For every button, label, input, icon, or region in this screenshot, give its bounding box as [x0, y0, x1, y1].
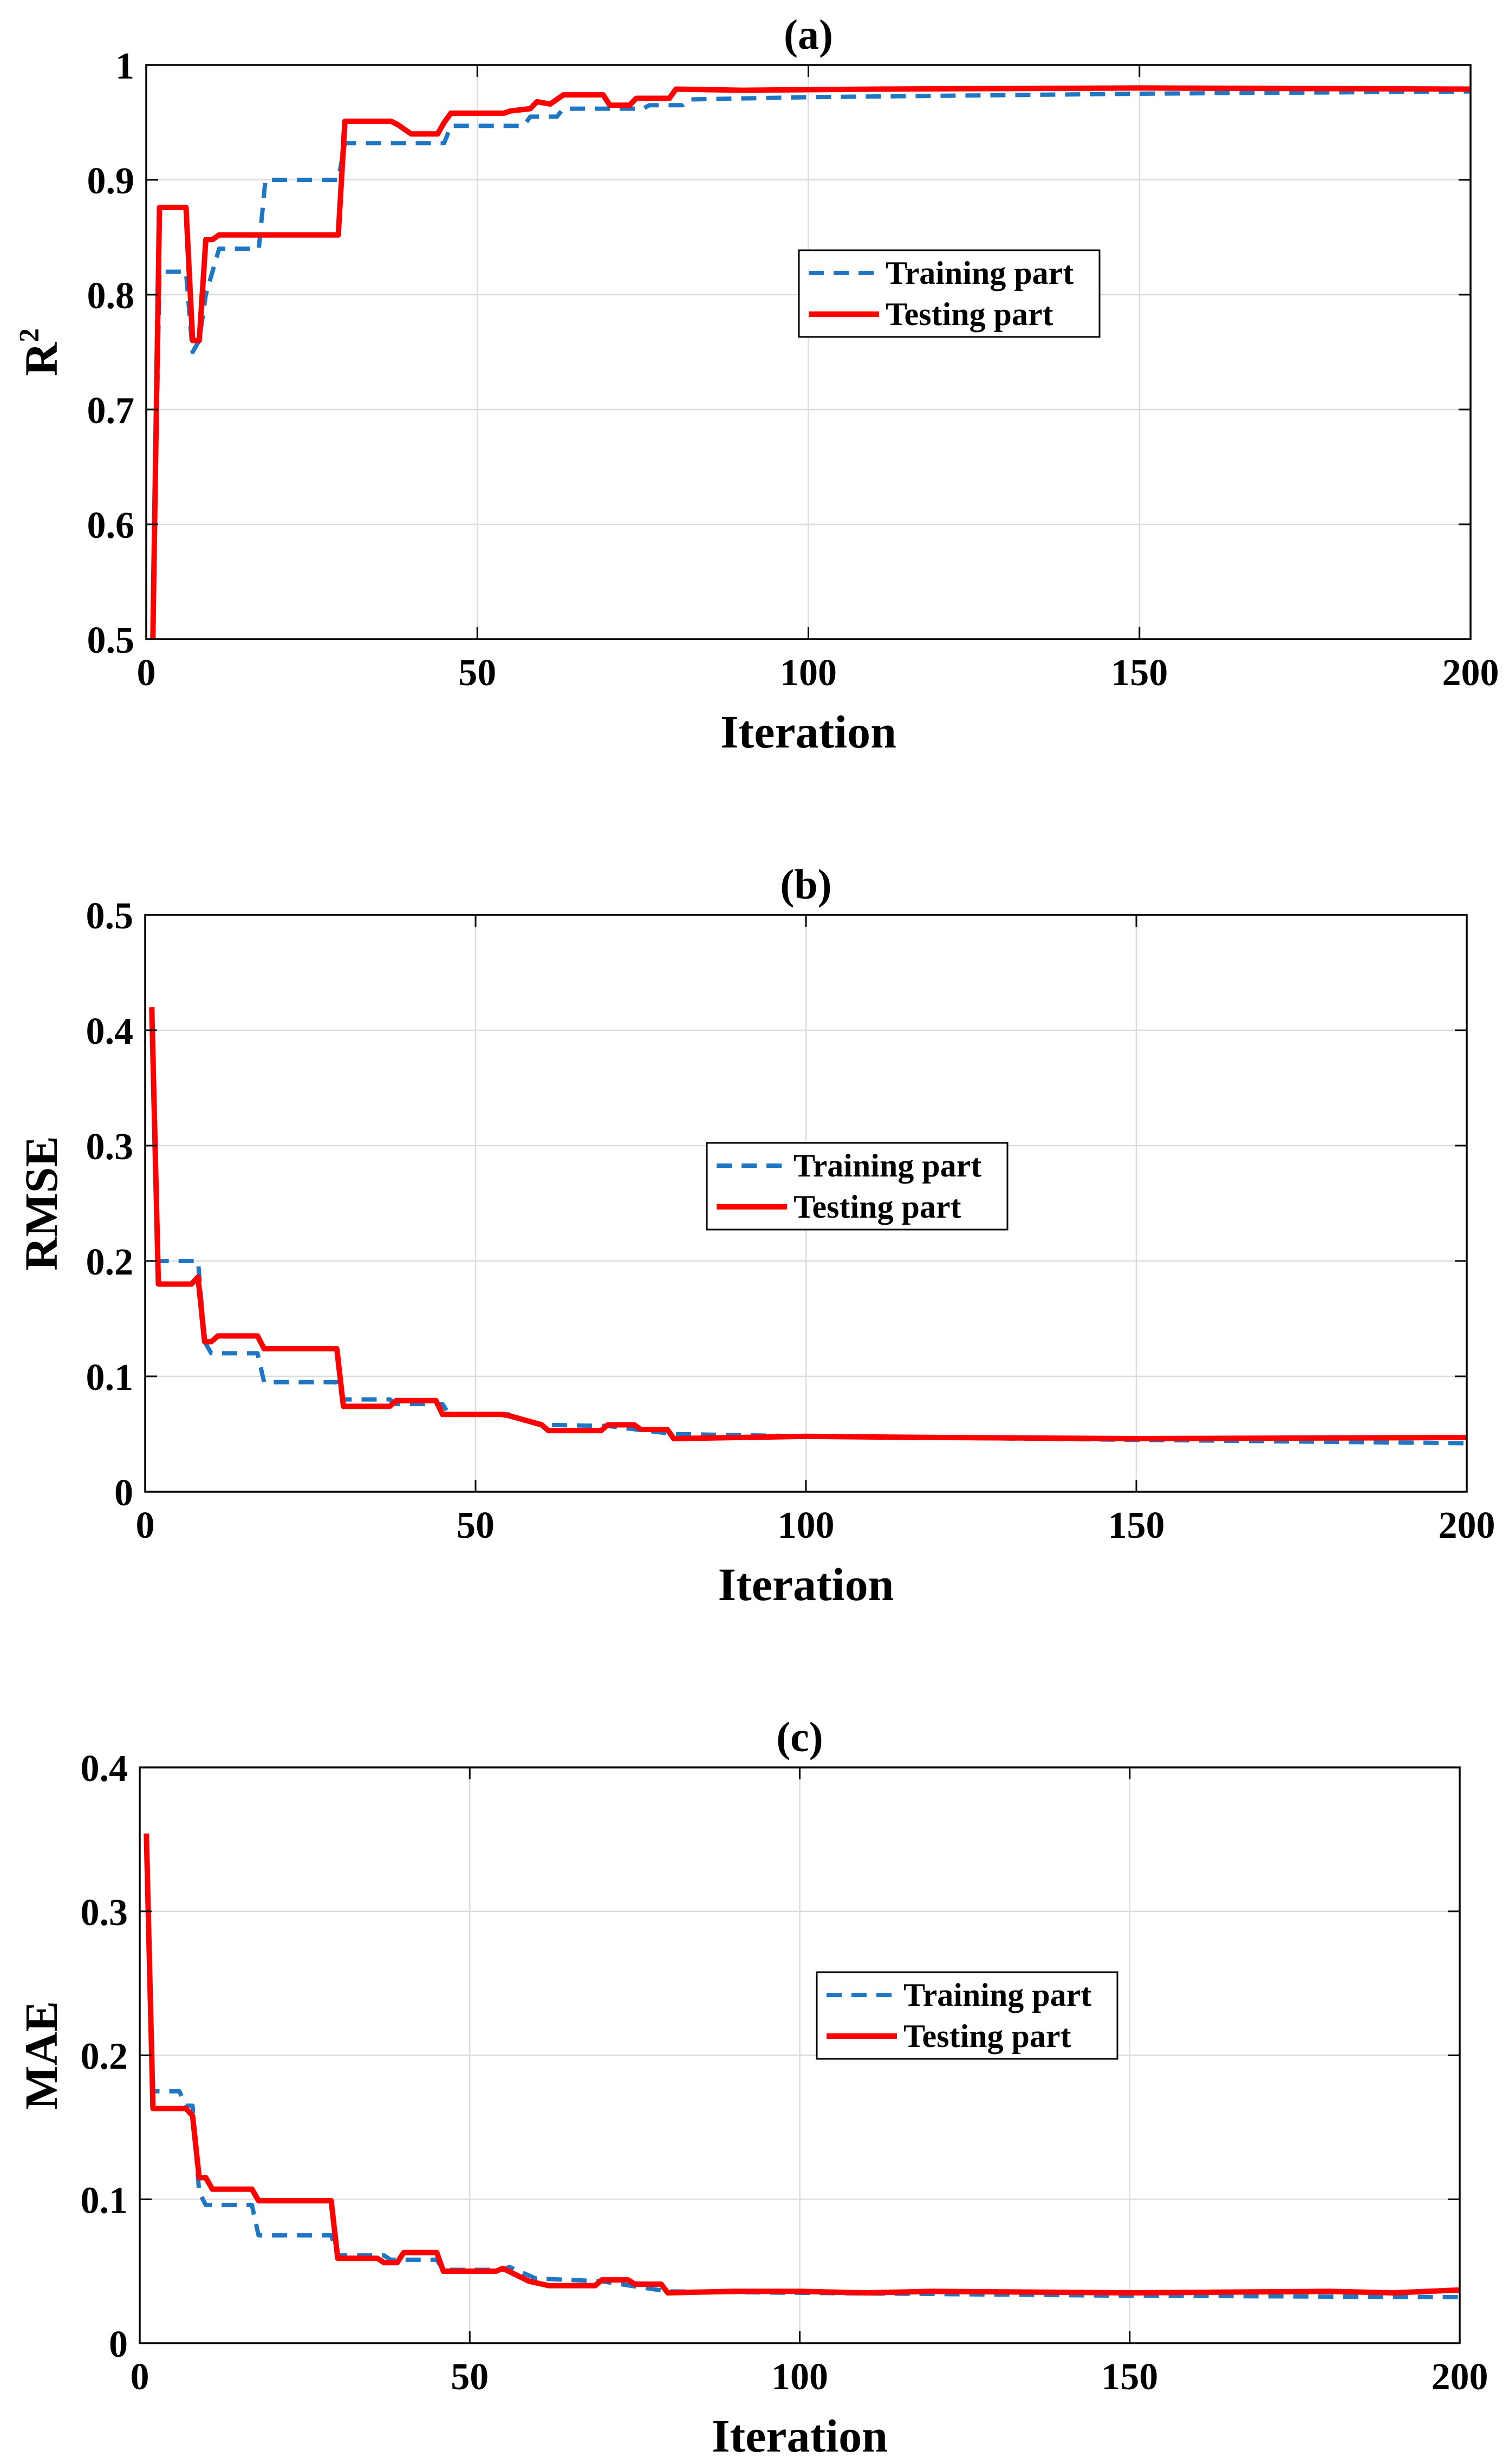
- x-tick-label-a-0: 0: [137, 652, 156, 694]
- y-tick-label-a-3: 0.8: [87, 275, 135, 317]
- x-tick-label-a-2: 100: [780, 652, 837, 694]
- chart-panel-b: 0 50 100 150 200 0 0.1 0.2 0.3 0.4 0.5 (b) Iteration…: [15, 861, 1495, 1610]
- legend-box-b: [706, 1142, 1009, 1231]
- y-tick-label-a-0: 0.5: [87, 620, 135, 661]
- series-line-c-training: [144, 1834, 1460, 2299]
- x-tick-label-b-1: 50: [457, 1505, 495, 1546]
- legend-box-c: [816, 1971, 1118, 2060]
- y-tick-label-c-4: 0.4: [81, 1748, 128, 1790]
- legend-label-a-testing: Testing part: [886, 296, 1053, 332]
- y-tick-label-b-4: 0.4: [86, 1011, 134, 1052]
- chart-panel-c: 0 50 100 150 200 0 0.1 0.2 0.3 0.4 (c) Iteration MAE…: [15, 1713, 1488, 2462]
- series-line-a-testing: [150, 85, 1471, 640]
- series-line-b-training: [149, 1007, 1467, 1446]
- y-tick-label-b-2: 0.2: [86, 1241, 134, 1283]
- y-tick-label-c-1: 0.1: [81, 2180, 128, 2221]
- y-tick-label-c-3: 0.3: [81, 1892, 128, 1934]
- y-tick-label-b-1: 0.1: [86, 1357, 134, 1399]
- x-tick-label-c-1: 50: [451, 2356, 489, 2398]
- x-axis-label-a: Iteration: [720, 706, 896, 758]
- y-axis-label-a: R2: [14, 328, 67, 376]
- chart-title-b: (b): [780, 861, 831, 908]
- x-axis-label-b: Iteration: [718, 1558, 894, 1610]
- chart-title-a: (a): [784, 11, 833, 58]
- series-line-c-testing: [144, 1834, 1460, 2296]
- x-tick-label-c-2: 100: [771, 2356, 828, 2398]
- x-tick-label-c-3: 150: [1101, 2356, 1158, 2398]
- x-tick-label-a-3: 150: [1111, 652, 1168, 694]
- legend-label-c-training: Training part: [903, 1977, 1091, 2013]
- y-tick-label-c-0: 0: [109, 2324, 128, 2365]
- y-tick-label-b-3: 0.3: [86, 1126, 134, 1168]
- chart-title-c: (c): [776, 1713, 823, 1760]
- y-tick-label-a-1: 0.6: [87, 505, 135, 547]
- legend-c: Training part Testing part: [816, 1971, 1118, 2060]
- y-axis-label-c: MAE: [15, 2001, 67, 2110]
- x-tick-label-a-1: 50: [458, 652, 496, 694]
- legend-a: Training part Testing part: [798, 249, 1101, 338]
- y-tick-label-b-0: 0: [114, 1472, 133, 1514]
- y-tick-label-a-5: 1: [115, 45, 134, 87]
- y-axis-label-b: RMSE: [15, 1136, 67, 1270]
- x-tick-label-b-4: 200: [1439, 1505, 1495, 1546]
- legend-label-b-testing: Testing part: [793, 1189, 961, 1225]
- legend-label-c-testing: Testing part: [903, 2018, 1071, 2054]
- x-axis-label-c: Iteration: [712, 2410, 888, 2462]
- x-tick-label-c-0: 0: [131, 2356, 149, 2398]
- legend-box-a: [798, 249, 1101, 338]
- y-tick-label-b-5: 0.5: [86, 895, 134, 937]
- y-axis-label-superscript-a: 2: [14, 328, 45, 342]
- x-tick-label-c-4: 200: [1432, 2356, 1488, 2398]
- legend-b: Training part Testing part: [706, 1142, 1009, 1231]
- y-tick-label-a-4: 0.9: [87, 160, 135, 202]
- legend-label-b-training: Training part: [793, 1148, 981, 1184]
- x-tick-label-b-3: 150: [1108, 1505, 1165, 1546]
- y-tick-label-c-2: 0.2: [81, 2036, 128, 2078]
- y-tick-label-a-2: 0.7: [87, 390, 135, 432]
- x-tick-label-b-2: 100: [778, 1505, 835, 1546]
- legend-label-a-training: Training part: [886, 255, 1074, 291]
- x-tick-label-a-4: 200: [1442, 652, 1499, 694]
- x-tick-label-b-0: 0: [136, 1505, 155, 1546]
- chart-panel-a: 0 50 100 150 200 0.5 0.6 0.7 0.8 0.9 1 (a) Iteration…: [14, 11, 1499, 758]
- series-line-b-testing: [149, 1007, 1467, 1441]
